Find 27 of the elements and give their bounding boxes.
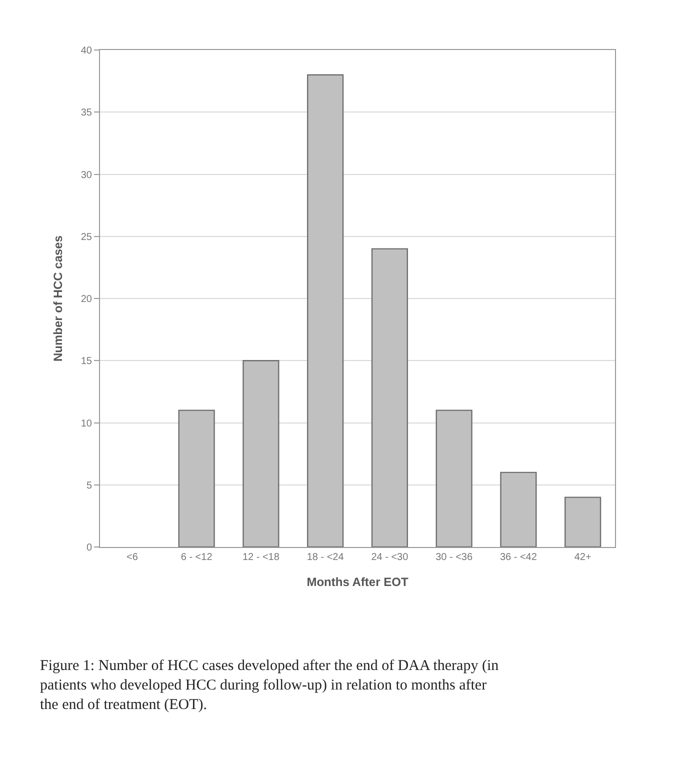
bar <box>436 410 472 547</box>
y-axis-title: Number of HCC cases <box>51 235 66 362</box>
x-axis-title: Months After EOT <box>306 574 409 589</box>
bar <box>500 472 537 547</box>
y-tick-label: 40 <box>80 46 92 56</box>
caption: Figure 1: Number of HCC cases developed after the end of DAA therapy (in patients who developed HCC during follow-up) in relation to months after the end of treatment (EOT). <box>40 658 500 713</box>
bar <box>178 410 215 547</box>
bar <box>564 496 602 547</box>
y-tick-label: 5 <box>86 480 92 492</box>
bar <box>307 74 344 547</box>
x-tick-label: 24 - <30 <box>371 552 409 563</box>
y-tick-label: 20 <box>80 294 92 305</box>
y-tick-label: 25 <box>80 232 92 243</box>
x-tick-label: 42+ <box>574 552 592 563</box>
y-tick-label: 0 <box>86 542 92 554</box>
x-tick-label: <6 <box>126 552 138 563</box>
y-tick-label: 15 <box>80 356 92 368</box>
x-tick-label: 6 - <12 <box>180 552 213 563</box>
bar <box>371 248 408 547</box>
bar <box>242 360 280 547</box>
y-tick-label: 35 <box>80 108 92 119</box>
x-tick-label: 30 - <36 <box>436 552 473 563</box>
y-tick-label: 10 <box>80 418 92 430</box>
x-tick-label: 12 - <18 <box>242 552 280 563</box>
x-tick-label: 18 - <24 <box>306 552 344 563</box>
x-tick-label: 36 - <42 <box>500 552 538 563</box>
y-tick-label: 30 <box>80 170 92 181</box>
